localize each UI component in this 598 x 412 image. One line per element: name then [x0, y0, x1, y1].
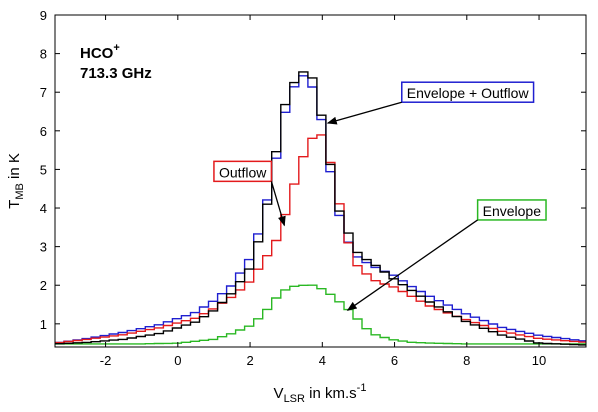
annotation-text: Outflow — [219, 164, 267, 180]
y-tick-label: 4 — [40, 201, 47, 216]
annotation-envelope-outflow: Envelope + Outflow — [326, 81, 535, 125]
annotation-box — [213, 160, 273, 183]
x-tick-label: 4 — [319, 353, 326, 368]
x-tick-label: 8 — [463, 353, 470, 368]
frequency-label: 713.3 GHz — [80, 65, 152, 82]
y-axis-label: TMB in K — [6, 153, 26, 209]
x-tick-label: 0 — [174, 353, 181, 368]
y-tick-label: 1 — [40, 317, 47, 332]
series-line-outflow — [55, 134, 586, 344]
x-tick-label: 10 — [532, 353, 546, 368]
x-tick-label: 6 — [391, 353, 398, 368]
y-tick-label: 3 — [40, 240, 47, 255]
x-axis-label: VLSR in km.s-1 — [274, 382, 367, 405]
annotation-text: Envelope + Outflow — [407, 85, 530, 101]
y-tick-label: 5 — [40, 162, 47, 177]
annotation-arrow — [270, 181, 286, 227]
annotation-arrow — [326, 101, 402, 125]
annotation-box — [401, 81, 535, 103]
series-line-observed — [55, 71, 586, 346]
annotation-box — [476, 199, 547, 221]
y-tick-label: 9 — [40, 8, 47, 23]
y-tick-label: 7 — [40, 85, 47, 100]
y-tick-label: 6 — [40, 124, 47, 139]
plot-frame — [54, 14, 587, 348]
series-line-envelope-outflow — [55, 75, 586, 344]
annotation-envelope: Envelope — [346, 199, 547, 311]
x-tick-label: -2 — [100, 353, 112, 368]
y-tick-label: 2 — [40, 278, 47, 293]
plot-area — [55, 15, 586, 347]
annotation-text: Envelope — [483, 203, 542, 219]
series-line-envelope — [55, 284, 586, 345]
molecule-label: HCO+ — [80, 42, 120, 62]
annotation-layer: Envelope + Outflow Outflow Envelope — [213, 81, 547, 311]
x-tick-label: 2 — [246, 353, 253, 368]
series-layer — [55, 71, 586, 346]
annotation-outflow: Outflow — [213, 160, 286, 227]
annotation-arrow — [346, 219, 479, 311]
y-tick-label: 8 — [40, 47, 47, 62]
